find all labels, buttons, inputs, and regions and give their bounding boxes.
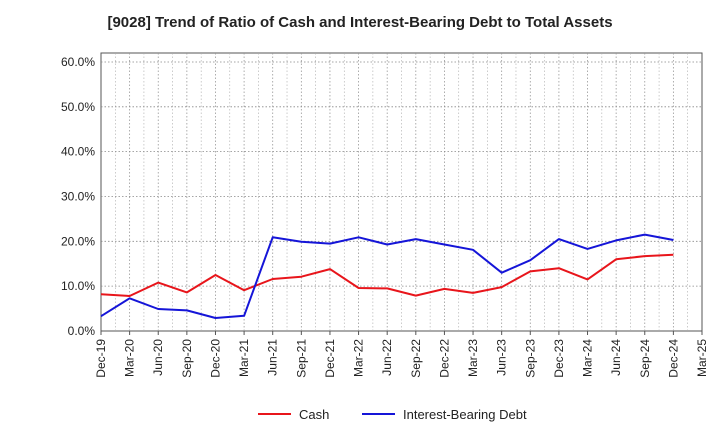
x-tick-label: Mar-21 — [237, 339, 251, 377]
x-tick-label: Dec-19 — [94, 339, 108, 378]
x-tick-label: Sep-20 — [180, 339, 194, 378]
x-tick-label: Jun-24 — [609, 339, 623, 376]
x-tick-label: Mar-24 — [581, 339, 595, 377]
x-tick-label: Sep-24 — [638, 339, 652, 378]
x-tick-label: Mar-23 — [466, 339, 480, 377]
x-tick-label: Jun-23 — [495, 339, 509, 376]
x-tick-label: Dec-23 — [552, 339, 566, 378]
x-tick-label: Jun-22 — [380, 339, 394, 376]
x-tick-label: Mar-20 — [123, 339, 137, 377]
y-tick-label: 40.0% — [61, 145, 95, 159]
x-tick-label: Jun-20 — [151, 339, 165, 376]
x-tick-label: Mar-22 — [352, 339, 366, 377]
x-tick-label: Dec-21 — [323, 339, 337, 378]
y-tick-label: 30.0% — [61, 189, 95, 203]
x-tick-label: Dec-20 — [208, 339, 222, 378]
x-tick-label: Sep-23 — [523, 339, 537, 378]
series-line-interest-bearing-debt — [100, 233, 674, 319]
y-tick-label: 0.0% — [68, 324, 96, 338]
y-tick-label: 20.0% — [61, 234, 95, 248]
x-tick-label: Dec-24 — [666, 339, 680, 378]
chart-title: [9028] Trend of Ratio of Cash and Intere… — [107, 14, 613, 31]
series-line-cash — [100, 253, 674, 297]
legend-interest-bearing-debt-label: Interest-Bearing Debt — [403, 407, 527, 422]
legend-cash-label: Cash — [299, 407, 329, 422]
y-tick-label: 50.0% — [61, 100, 95, 114]
y-tick-label: 60.0% — [61, 55, 95, 69]
x-tick-label: Jun-21 — [266, 339, 280, 376]
x-tick-label: Sep-21 — [294, 339, 308, 378]
x-tick-label: Dec-22 — [437, 339, 451, 378]
x-tick-label: Sep-22 — [409, 339, 423, 378]
y-tick-label: 10.0% — [61, 279, 95, 293]
x-tick-label: Mar-25 — [695, 339, 709, 377]
